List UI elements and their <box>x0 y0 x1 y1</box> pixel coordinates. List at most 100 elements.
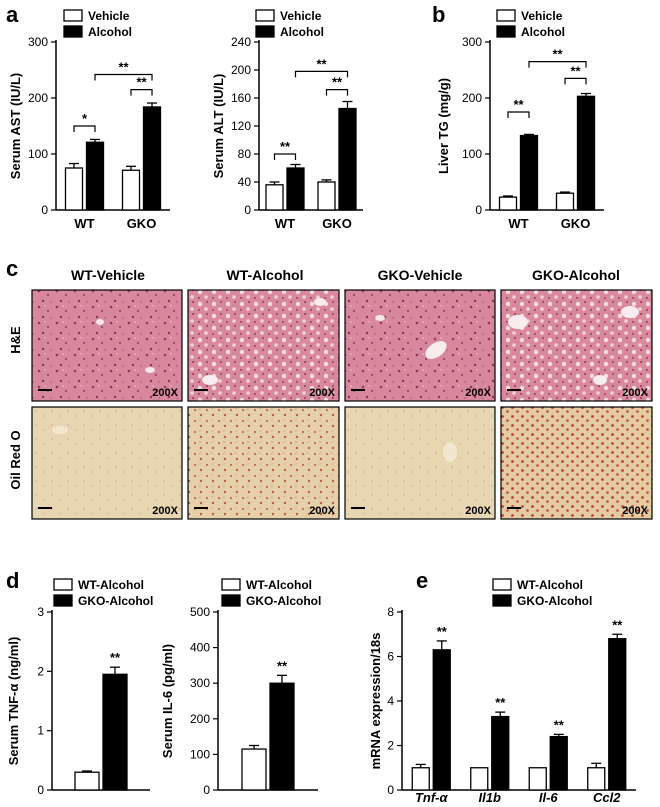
significance-label: ** <box>513 97 524 112</box>
bar-wt-alcohol-il1b <box>470 767 489 791</box>
panel-label-e: e <box>416 568 428 593</box>
bar-gko-alcohol-x <box>269 682 295 791</box>
y-tick-label: 160 <box>231 91 251 105</box>
bar-wt-alcohol-x <box>241 748 267 791</box>
histology-col-title-wt-alcohol: WT-Alcohol <box>227 267 304 283</box>
bar-alcohol-wt <box>85 141 105 211</box>
y-tick-label: 240 <box>231 35 251 49</box>
legend-swatch-alcohol <box>63 25 83 38</box>
y-tick-label: 8 <box>387 605 394 619</box>
y-tick-label: 200 <box>462 91 482 105</box>
panel-label-b: b <box>432 2 445 27</box>
x-category-label-wt: WT <box>508 216 528 231</box>
image-oil-red-o-gko-alcohol: 200X <box>500 406 653 520</box>
significance-label: ** <box>552 47 563 62</box>
bar-vehicle-wt <box>265 184 284 211</box>
y-tick-label: 0 <box>203 783 210 797</box>
bar-wt-alcohol-ccl2 <box>587 767 606 791</box>
bar-alcohol-gko <box>338 107 357 211</box>
y-tick-label: 0 <box>387 783 394 797</box>
legend-label-gko-alcohol: GKO-Alcohol <box>78 594 153 608</box>
legend-swatch-alcohol <box>255 25 275 38</box>
y-tick-label: 2 <box>387 739 394 753</box>
histology-row-label-he: H&E <box>8 326 23 354</box>
bar-vehicle-wt <box>64 167 84 211</box>
magnification-label: 200X <box>152 387 178 399</box>
y-tick-label: 0 <box>41 203 48 217</box>
legend-label-alcohol: Alcohol <box>521 25 565 39</box>
y-tick-label: 0 <box>37 783 44 797</box>
y-tick-label: 100 <box>462 147 482 161</box>
bar-alcohol-wt <box>286 167 305 211</box>
y-tick-label: 300 <box>190 676 210 690</box>
significance-label: ** <box>332 75 343 90</box>
magnification-label: 200X <box>309 505 335 517</box>
bar-gko-alcohol-il1b <box>491 715 510 791</box>
legend-swatch-vehicle <box>496 9 516 22</box>
significance-bracket <box>528 61 587 68</box>
y-tick-label: 80 <box>238 147 252 161</box>
significance-mark: ** <box>612 617 623 632</box>
x-category-label-wt: WT <box>74 216 94 231</box>
bar-alcohol-gko <box>142 106 162 211</box>
y-tick-label: 500 <box>190 605 210 619</box>
significance-bracket <box>73 125 96 132</box>
x-category-label-tnf: Tnf-α <box>415 790 449 805</box>
legend-label-vehicle: Vehicle <box>88 9 130 23</box>
legend-swatch-wt-alcohol <box>53 578 73 591</box>
significance-label: * <box>82 111 88 126</box>
significance-bracket <box>130 89 153 96</box>
significance-bracket <box>325 89 349 96</box>
bar-wt-alcohol-il-6 <box>528 767 547 791</box>
y-tick-label: 200 <box>190 712 210 726</box>
y-tick-label: 2 <box>37 664 44 678</box>
bar-vehicle-gko <box>317 181 336 211</box>
y-tick-label: 3 <box>37 605 44 619</box>
significance-mark: ** <box>554 717 565 732</box>
bar-gko-alcohol-tnf <box>432 649 451 791</box>
image-he-wt-vehicle: 200X <box>31 289 183 402</box>
y-tick-label: 0 <box>475 203 482 217</box>
magnification-label: 200X <box>465 505 491 517</box>
legend-label-wt-alcohol: WT-Alcohol <box>78 578 144 592</box>
y-tick-label: 4 <box>387 694 394 708</box>
legend-swatch-wt-alcohol <box>492 578 512 591</box>
legend-swatch-gko-alcohol <box>492 594 512 607</box>
y-tick-label: 120 <box>231 119 251 133</box>
y-tick-label: 1 <box>37 724 44 738</box>
bar-wt-alcohol-tnf <box>411 767 430 791</box>
legend-swatch-vehicle <box>63 9 83 22</box>
significance-label: ** <box>118 59 129 74</box>
x-category-label-il-6: Il-6 <box>539 790 559 805</box>
y-tick-label: 200 <box>231 63 251 77</box>
bar-vehicle-gko <box>555 192 575 211</box>
significance-bracket <box>564 77 587 85</box>
histology-col-title-gko-alcohol: GKO-Alcohol <box>532 267 620 283</box>
image-he-gko-vehicle: 200X <box>344 289 496 402</box>
significance-mark: ** <box>277 658 288 673</box>
x-category-label-wt: WT <box>275 216 295 231</box>
chart-alt: 0 40 80 120 160 200 240 Serum ALT (IU/L) WT GKO **… <box>211 9 363 231</box>
significance-label: ** <box>570 63 581 78</box>
legend-label-alcohol: Alcohol <box>88 25 132 39</box>
y-tick-label: 100 <box>28 147 48 161</box>
chart-tnf: 0 1 2 3 Serum TNF-α (ng/ml) ** WT-Alcohol GKO-A… <box>6 578 153 797</box>
y-tick-label: 100 <box>190 747 210 761</box>
bar-alcohol-wt <box>519 134 539 211</box>
magnification-label: 200X <box>622 505 648 517</box>
significance-mark: ** <box>437 624 448 639</box>
image-oil-red-o-wt-alcohol: 200X <box>187 406 340 520</box>
x-category-label-ccl2: Ccl2 <box>593 790 621 805</box>
legend-label-gko-alcohol: GKO-Alcohol <box>517 594 592 608</box>
legend-label-wt-alcohol: WT-Alcohol <box>517 578 583 592</box>
legend-swatch-wt-alcohol <box>221 578 241 591</box>
y-tick-label: 200 <box>28 91 48 105</box>
significance-bracket <box>94 73 153 81</box>
magnification-label: 200X <box>622 387 648 399</box>
bar-vehicle-gko <box>121 169 141 211</box>
y-tick-label: 6 <box>387 650 394 664</box>
chart-il6: 0 100 200 300 400 500 Serum IL-6 (pg/ml) ** WT-A… <box>160 578 321 797</box>
y-tick-label: 300 <box>28 35 48 49</box>
bar-gko-alcohol-x <box>102 673 128 791</box>
